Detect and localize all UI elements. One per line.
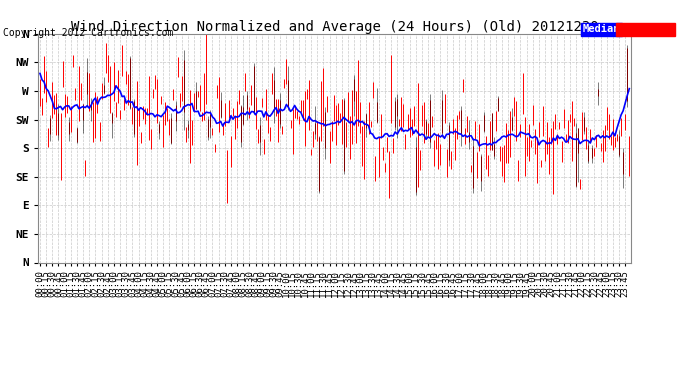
Title: Wind Direction Normalized and Average (24 Hours) (Old) 20121230: Wind Direction Normalized and Average (2… bbox=[71, 20, 598, 34]
Text: Copyright 2012 Cartronics.com: Copyright 2012 Cartronics.com bbox=[3, 28, 174, 38]
Text: Median: Median bbox=[583, 24, 620, 34]
Text: Direction: Direction bbox=[618, 24, 674, 34]
